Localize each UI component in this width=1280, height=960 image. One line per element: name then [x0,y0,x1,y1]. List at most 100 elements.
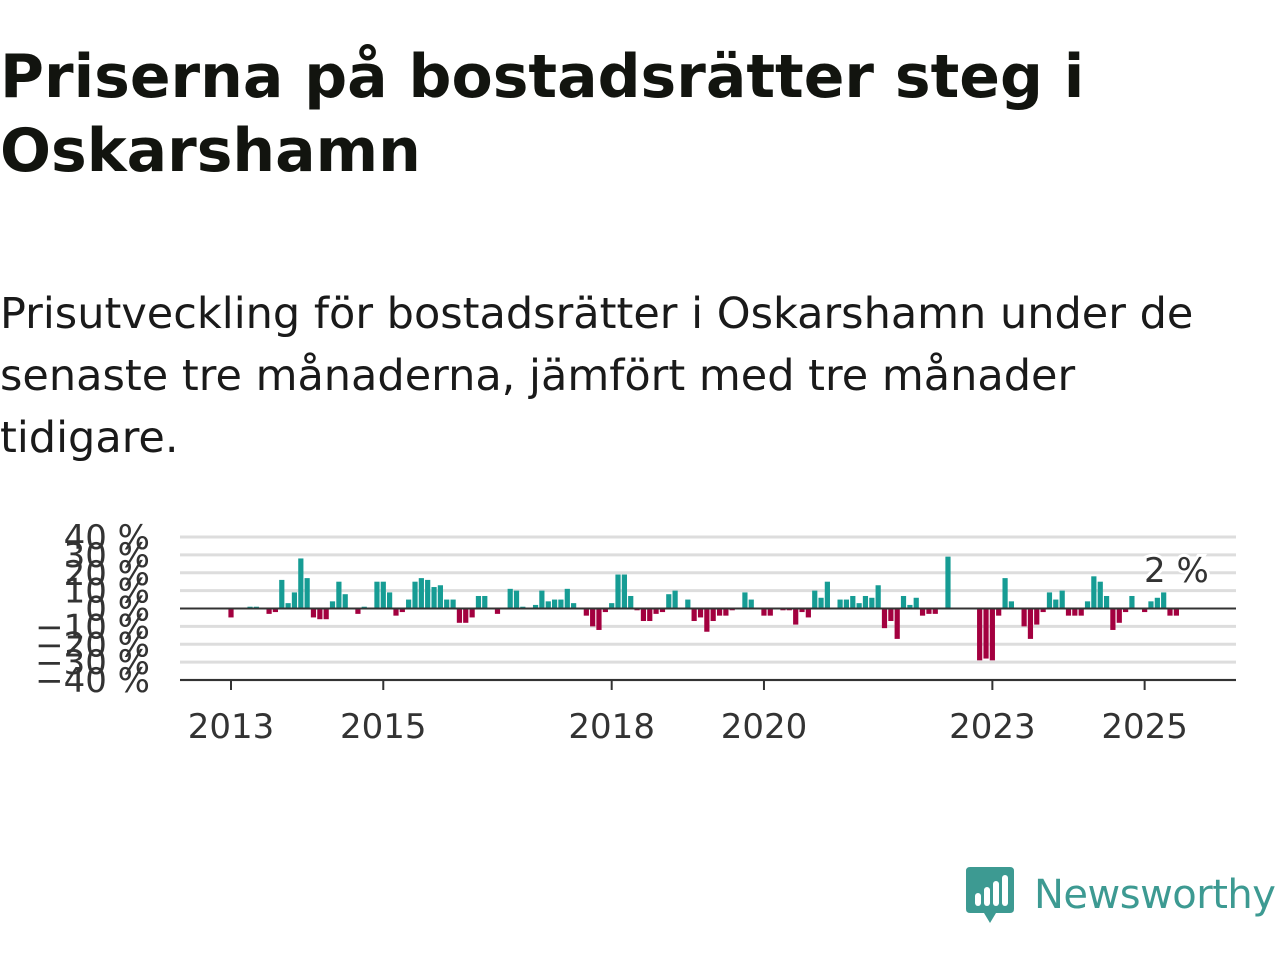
chart-bar [317,608,323,620]
chart-bar [406,599,412,609]
chart-bar [310,608,317,618]
chart-bar [1103,595,1110,609]
chart-bar [621,574,628,609]
chart-bar [1021,608,1027,627]
chart-bar [805,608,811,618]
chart-bar [1059,590,1065,609]
chart-bar [793,608,799,625]
chart-bar [1091,576,1097,609]
chart-bar [304,578,310,609]
chart-bar [672,590,678,609]
y-tick-label: −10 % [35,607,150,647]
y-tick-label: −20 % [35,625,150,665]
chart-bar [380,581,386,609]
x-axis-ticks: 2013 2015 2018 2020 2023 2025 [188,680,1188,747]
chart-bar [742,592,748,609]
chart-bar [812,590,818,609]
chart-bar [272,608,278,613]
chart-bar [532,604,539,609]
chart-bar [323,608,329,620]
x-tick-label: 2015 [340,707,427,747]
chart-bar [907,604,913,609]
chart-bar [602,608,608,613]
newsworthy-logo-icon [966,867,1014,923]
chart-bar [393,608,399,616]
chart-bar [996,608,1002,616]
chart-bar [615,574,621,609]
chart-bar [659,608,666,613]
chart-bar [1078,608,1084,616]
chart-bar [691,608,697,622]
chart-bar [431,587,437,609]
chart-bar [1142,608,1148,613]
chart-bar [1065,608,1072,616]
y-tick-label: 20 % [64,554,150,594]
chart-bar [666,594,672,609]
chart-bar [482,595,488,609]
chart-bar [1072,608,1078,616]
chart-bar [862,595,869,609]
chart-bar [983,608,989,659]
page-subtitle: Prisutveckling för bostadsrätter i Oskar… [0,289,1194,463]
chart-bar [583,608,589,616]
y-tick-label: −30 % [35,643,150,683]
chart-bar [1084,601,1091,609]
chart-bar [640,608,647,622]
chart-bar [609,603,615,609]
chart-bar [355,608,361,614]
chart-bar [1034,608,1040,625]
chart-bar [1129,595,1135,609]
y-tick-label: 30 % [64,536,150,576]
chart-bar [1008,601,1015,609]
chart-bar [653,608,659,614]
y-tick-label: 0 % [85,590,150,630]
chart-bar [329,601,336,609]
chart-bar [399,608,405,613]
chart-bar [1040,608,1046,613]
chart-bar [716,608,723,616]
chart-bar [697,608,704,618]
chart-bar [1110,608,1116,630]
chart-bar [342,594,348,609]
y-tick-label: −40 % [35,661,150,701]
chart-bar [761,608,767,616]
chart-bar [507,588,513,609]
chart-bar [513,590,520,609]
chart-bar [1123,608,1129,613]
chart-bar [685,599,691,609]
chart-bar [881,608,888,629]
x-tick-label: 2020 [721,707,808,747]
chart-bar [932,608,938,614]
chart-bar [888,608,894,622]
chart-bar [704,608,710,632]
chart-bar [945,556,951,609]
y-tick-label: 10 % [64,572,150,612]
chart-bar [418,578,424,609]
chart-bar [285,603,291,609]
chart-bar [545,601,551,609]
chart-bar [628,595,634,609]
chart-bar [799,608,805,613]
chart-bar [228,608,234,618]
chart-bar [850,595,856,609]
chart-bar [374,581,380,609]
price-change-chart: 40 %30 %20 %10 %0 %−10 %−20 %−30 %−40 % … [35,518,1236,747]
chart-bar [266,608,272,614]
chart-bar [1161,592,1167,609]
chart-bar [1097,581,1103,609]
page-title: Priserna på bostadsrätter steg i Oskarsh… [0,42,1085,186]
chart-bar [1116,608,1122,623]
y-tick-label: 40 % [64,518,150,558]
chart-bar [469,608,475,618]
chart-bar [298,558,304,609]
chart-bar [843,599,850,609]
chart-bar [1046,592,1053,609]
chart-bar [1154,597,1160,609]
chart-bar [989,608,995,661]
chart-bar [869,597,875,609]
chart-bar [647,608,653,622]
chart-bar [1148,601,1154,609]
chart-bar [748,599,754,609]
chart-bar [919,608,926,616]
chart-bar [926,608,932,614]
